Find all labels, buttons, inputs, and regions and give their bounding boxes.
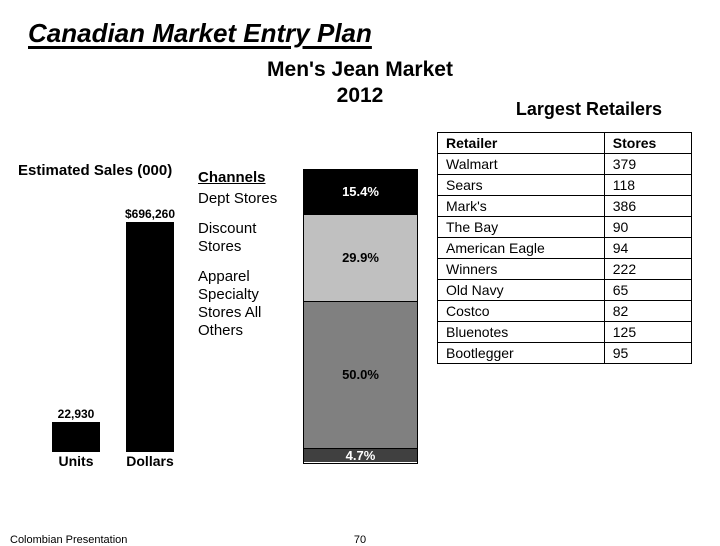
table-row: Bluenotes125 <box>438 321 692 342</box>
bar-units: 22,930Units <box>52 422 100 452</box>
bar-axis-label: Dollars <box>126 453 173 469</box>
retailer-stores-cell: 82 <box>604 300 691 321</box>
table-row: Sears118 <box>438 174 692 195</box>
stacked-segment: 4.7% <box>304 449 417 463</box>
subtitle-line-1: Men's Jean Market <box>267 58 453 81</box>
table-row: Mark's386 <box>438 195 692 216</box>
segment-label: 15.4% <box>342 184 379 199</box>
slide: Canadian Market Entry Plan Men's Jean Ma… <box>0 0 720 540</box>
retailer-stores-cell: 379 <box>604 153 691 174</box>
channel-item: Apparel Specialty Stores All Others <box>198 268 293 340</box>
retailer-name-cell: Mark's <box>438 195 605 216</box>
bar-value-label: 22,930 <box>58 407 95 421</box>
retailer-stores-cell: 95 <box>604 342 691 363</box>
sales-bar-chart: 22,930Units$696,260Dollars <box>38 194 188 474</box>
channel-item: Dept Stores <box>198 190 293 208</box>
bar-value-label: $696,260 <box>125 207 175 221</box>
bar-dollars: $696,260Dollars <box>126 222 174 452</box>
subtitle-line-2: 2012 <box>337 84 384 107</box>
col-stores: Stores <box>604 132 691 153</box>
table-row: Old Navy65 <box>438 279 692 300</box>
content-area: Estimated Sales (000) 22,930Units$696,26… <box>28 114 692 509</box>
retailer-name-cell: Walmart <box>438 153 605 174</box>
retailer-name-cell: The Bay <box>438 216 605 237</box>
retailer-name-cell: American Eagle <box>438 237 605 258</box>
channels-heading: Channels <box>198 169 293 186</box>
bar-axis-label: Units <box>59 453 94 469</box>
footer-presentation-name: Colombian Presentation <box>10 534 127 546</box>
table-row: Winners222 <box>438 258 692 279</box>
retailer-stores-cell: 118 <box>604 174 691 195</box>
retailer-stores-cell: 90 <box>604 216 691 237</box>
retailer-name-cell: Winners <box>438 258 605 279</box>
stacked-segment: 50.0% <box>304 302 417 449</box>
channels-list: Channels Dept Stores Discount Stores Appar… <box>198 169 293 352</box>
retailer-stores-cell: 386 <box>604 195 691 216</box>
retailer-name-cell: Old Navy <box>438 279 605 300</box>
retailer-name-cell: Bootlegger <box>438 342 605 363</box>
retailers-title: Largest Retailers <box>516 99 662 120</box>
retailer-stores-cell: 125 <box>604 321 691 342</box>
retailer-stores-cell: 222 <box>604 258 691 279</box>
table-row: American Eagle94 <box>438 237 692 258</box>
table-row: Bootlegger95 <box>438 342 692 363</box>
retailer-stores-cell: 94 <box>604 237 691 258</box>
retailer-name-cell: Costco <box>438 300 605 321</box>
col-retailer: Retailer <box>438 132 605 153</box>
table-row: Walmart379 <box>438 153 692 174</box>
channel-item: Discount Stores <box>198 220 293 256</box>
retailer-stores-cell: 65 <box>604 279 691 300</box>
page-title: Canadian Market Entry Plan <box>28 18 692 49</box>
segment-label: 29.9% <box>342 250 379 265</box>
table-header-row: Retailer Stores <box>438 132 692 153</box>
table-row: The Bay90 <box>438 216 692 237</box>
segment-label: 50.0% <box>342 367 379 382</box>
stacked-segment: 15.4% <box>304 170 417 215</box>
retailers-table: Retailer Stores Walmart379Sears118Mark's… <box>437 132 692 364</box>
stacked-segment: 29.9% <box>304 215 417 303</box>
segment-label: 4.7% <box>346 448 376 463</box>
channels-stacked-bar: 15.4% 29.9% 50.0% 4.7% <box>303 169 418 464</box>
estimated-sales-label: Estimated Sales (000) <box>18 162 172 179</box>
retailer-name-cell: Sears <box>438 174 605 195</box>
retailer-name-cell: Bluenotes <box>438 321 605 342</box>
table-row: Costco82 <box>438 300 692 321</box>
footer-page-number: 70 <box>354 534 366 546</box>
